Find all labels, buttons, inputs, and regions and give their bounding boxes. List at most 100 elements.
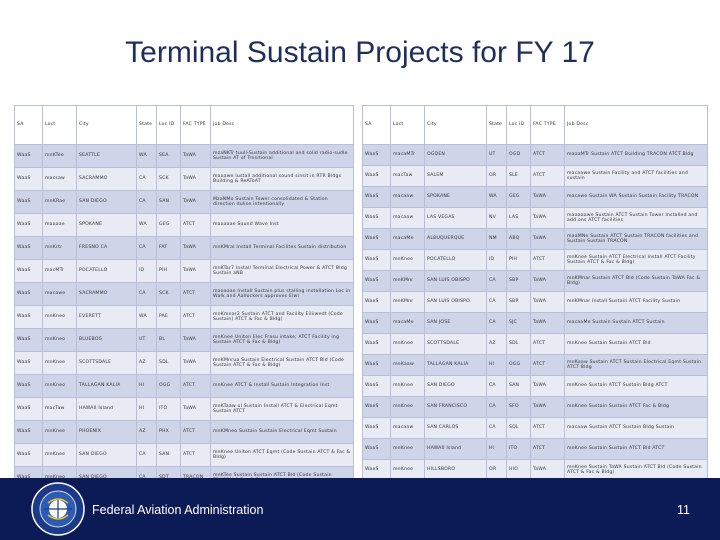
- table-row: WaaS macaaw SAN CARLOS CA SQL ATCT macaaw Sust…: [362, 417, 708, 439]
- table-cell: SAN: [156, 443, 181, 467]
- table-row: WaaS macawe SACRAMMO CA SCK ATCT maaaaae Insta…: [14, 282, 354, 306]
- table-cell: macTaw: [42, 397, 77, 421]
- table-cell: MzaNMo Sustain Tower consolidated & Stat…: [210, 190, 354, 214]
- table-cell: POCATELLO: [76, 259, 137, 283]
- table-cell: WaaS: [14, 167, 43, 191]
- table-cell: maaMNe Sustain ATCT Sustain TRACON facil…: [564, 228, 708, 250]
- table-cell: TaWA: [180, 351, 211, 375]
- table-row: WaaS mnKnee SAN DIEGO CA SAN TaWA mnKnee Susta…: [362, 375, 708, 397]
- table-cell: WaaS: [362, 417, 391, 439]
- table-cell: OR: [486, 165, 507, 187]
- table-row: WaaS mnKTee SEATTLE WA SEA TaWA mzaNKTr tuull-…: [14, 144, 354, 168]
- table-cell: OGG: [156, 374, 181, 398]
- table-cell: POCATELLO: [424, 249, 487, 271]
- table-cell: WaaS: [14, 190, 43, 214]
- table-cell: WaaS: [14, 397, 43, 421]
- table-cell: TaWA: [180, 236, 211, 260]
- table-row: WaaS macTaw HAWAII Island HI ITO TaWA mnKTaaw …: [14, 397, 354, 421]
- table-cell: WA: [136, 213, 157, 237]
- table-cell: ITO: [506, 438, 531, 460]
- table-cell: mnKMnr: [390, 270, 425, 292]
- table-cell: ATCT: [530, 165, 565, 187]
- table-cell: CA: [486, 396, 507, 418]
- table-cell: macaaw: [390, 186, 425, 208]
- table-cell: HAWAII Island: [76, 397, 137, 421]
- table-cell: LAS: [506, 207, 531, 229]
- table-row: WaaS macaMe SAN JOSE CA SJC TaWA macaaMe Susta…: [362, 312, 708, 334]
- table-cell: SAN CARLOS: [424, 417, 487, 439]
- table-row: WaaS macaMTr OGDEN UT OGD ATCT maaaMTr Sustain…: [362, 144, 708, 166]
- left-header-row: SA Loct City State Loc ID FAC TYPE Job D…: [14, 105, 354, 145]
- table-cell: TaWA: [530, 186, 565, 208]
- table-cell: PHX: [156, 420, 181, 444]
- table-cell: CA: [136, 282, 157, 306]
- table-cell: WaaS: [362, 291, 391, 313]
- table-row: WaaS mnKnee PHOENIX AZ PHX ATCT mnKMneo Sustai…: [14, 420, 354, 444]
- table-cell: ID: [486, 249, 507, 271]
- table-cell: maaawe lustall additional sound sinsit i…: [210, 167, 354, 191]
- table-cell: GEG: [156, 213, 181, 237]
- table-cell: mnKrtr: [42, 236, 77, 260]
- table-cell: SAN DIEGO: [76, 443, 137, 467]
- table-cell: mnKRae: [42, 190, 77, 214]
- table-cell: SCK: [156, 282, 181, 306]
- table-cell: macaawe Sustain Facility and ATCT facili…: [564, 165, 708, 187]
- table-cell: WaaS: [14, 443, 43, 467]
- table-cell: CA: [486, 312, 507, 334]
- table-cell: macaaw: [390, 417, 425, 439]
- table-cell: mnKneo: [42, 305, 77, 329]
- table-cell: HI: [486, 438, 507, 460]
- table-cell: TaWA: [180, 190, 211, 214]
- table-cell: mnKMnr: [390, 291, 425, 313]
- table-cell: TaWA: [180, 397, 211, 421]
- table-cell: SCOTTSDALE: [424, 333, 487, 355]
- column-header: FAC TYPE: [180, 105, 211, 145]
- table-cell: WA: [486, 186, 507, 208]
- footer-bar: Federal Aviation Administration 11: [0, 478, 720, 540]
- table-cell: LAS VEGAS: [424, 207, 487, 229]
- table-cell: AZ: [136, 351, 157, 375]
- column-header: City: [424, 105, 487, 145]
- organization-name: Federal Aviation Administration: [92, 503, 264, 517]
- table-cell: macaMe: [390, 312, 425, 334]
- faa-seal-icon: [31, 482, 85, 536]
- table-row: WaaS mnKMnr SAN LUIS OBISPO CA SBP TaWA mnKMna…: [362, 270, 708, 292]
- table-row: WaaS mnKnee SAN DIEGO CA SAN ATCT mnKnee Unito…: [14, 443, 354, 467]
- table-row: WaaS mnKnee SCOTTSDALE AZ SDL TaWA mnKMnrua Su…: [14, 351, 354, 375]
- table-cell: CA: [486, 417, 507, 439]
- table-cell: mnKnee: [390, 249, 425, 271]
- table-cell: PHOENIX: [76, 420, 137, 444]
- table-cell: mnKnee Sustain Sustain ATCT Bld ATCT: [564, 438, 708, 460]
- table-cell: OGDEN: [424, 144, 487, 166]
- column-header: Job Desc: [564, 105, 708, 145]
- table-cell: WaaS: [362, 207, 391, 229]
- column-header: Loct: [42, 105, 77, 145]
- table-cell: mnKnee: [390, 333, 425, 355]
- table-cell: maaaae: [42, 213, 77, 237]
- table-cell: mnKnee Uniton Elec Frasu intake; ATCT Fa…: [210, 328, 354, 352]
- table-cell: macawe: [42, 282, 77, 306]
- table-cell: macaaMe Sustain Sustain ATCT Sustain: [564, 312, 708, 334]
- column-header: Job Desc: [210, 105, 354, 145]
- table-cell: mnKTee: [42, 144, 77, 168]
- table-cell: SBP: [506, 270, 531, 292]
- table-cell: WaaS: [14, 328, 43, 352]
- column-header: Loct: [390, 105, 425, 145]
- table-cell: SPOKANE: [76, 213, 137, 237]
- table-cell: CA: [486, 270, 507, 292]
- table-cell: TaWA: [530, 228, 565, 250]
- table-cell: SFO: [506, 396, 531, 418]
- table-row: WaaS mnKneo EVERETT WA PAE ATCT mnKmnar2 Susta…: [14, 305, 354, 329]
- table-cell: macaaw Sustain ATCT Sustain Bldg Sustain: [564, 417, 708, 439]
- table-cell: AZ: [136, 420, 157, 444]
- table-cell: FRESNO CA: [76, 236, 137, 260]
- table-cell: SAN LUIS OBISPO: [424, 291, 487, 313]
- table-row: WaaS mnKaaw TALLAGAN KALIA HI OGG ATCT mnKaaw …: [362, 354, 708, 376]
- table-cell: mnKnee Sustain Sustain ATCT Fac & Bldg: [564, 396, 708, 418]
- table-row: WaaS macMTr POCATELLO ID PIH TaWA mnKTar7 Inst…: [14, 259, 354, 283]
- table-cell: SCOTTSDALE: [76, 351, 137, 375]
- column-header: SA: [362, 105, 391, 145]
- table-cell: WaaS: [14, 144, 43, 168]
- table-cell: ABQ: [506, 228, 531, 250]
- table-cell: maaaMTr Sustain ATCT Building TRACON ATC…: [564, 144, 708, 166]
